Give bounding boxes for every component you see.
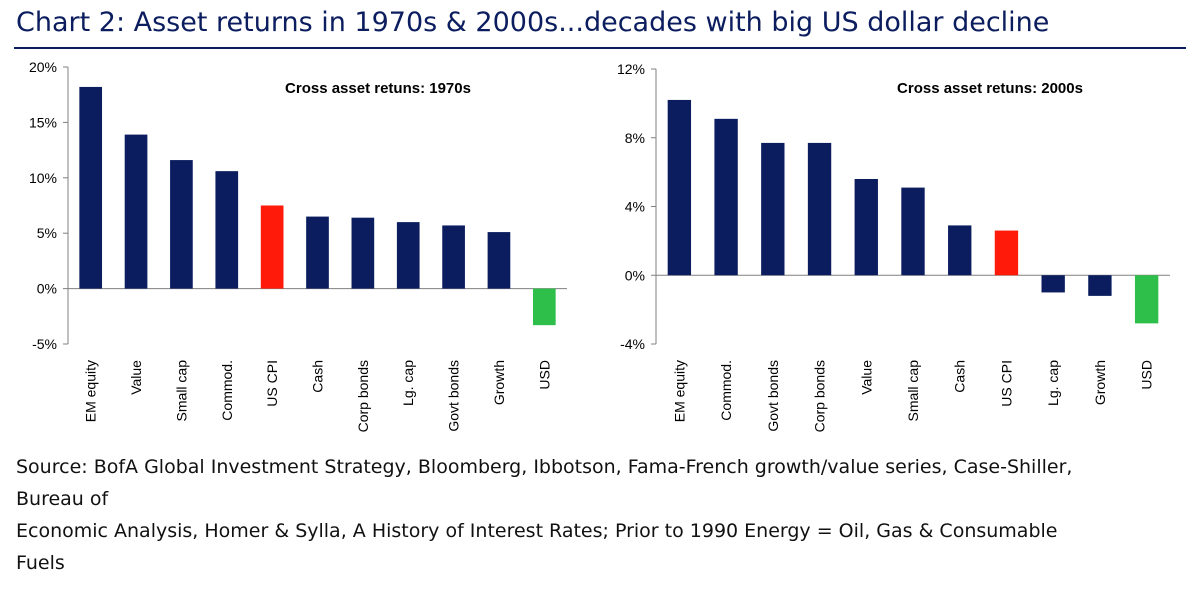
- x-category-label: Cash: [310, 360, 326, 393]
- x-category-label: Value: [128, 360, 144, 395]
- bar-growth: [1088, 275, 1112, 296]
- bar-us-cpi: [994, 230, 1019, 276]
- x-category-label: Lg. cap: [400, 360, 416, 406]
- x-category-label: EM equity: [671, 360, 687, 422]
- y-tick-label: -4%: [620, 336, 645, 352]
- y-tick-label: 20%: [29, 59, 57, 75]
- x-category-label: Corp bonds: [812, 360, 828, 432]
- bar-govt-bonds: [761, 142, 785, 276]
- y-tick-label: -5%: [32, 336, 57, 352]
- page-title: Chart 2: Asset returns in 1970s & 2000s.…: [16, 7, 1050, 38]
- y-tick-label: 0%: [625, 267, 645, 283]
- bar-usd: [1134, 275, 1159, 324]
- chart-title: Cross asset retuns: 1970s: [285, 80, 471, 97]
- x-category-label: USD: [536, 360, 552, 390]
- x-category-label: Corp bonds: [355, 360, 371, 432]
- source-note: Source: BofA Global Investment Strategy,…: [16, 451, 1186, 579]
- bar-em-equity: [667, 99, 692, 276]
- bar-growth: [487, 232, 511, 289]
- bar-value: [854, 179, 878, 276]
- x-category-label: Commod.: [718, 360, 734, 421]
- x-category-label: US CPI: [264, 360, 280, 407]
- bar-corp-bonds: [807, 142, 832, 276]
- chart-1970s: Cross asset retuns: 1970s 20% 15% 10% 5% 0% -5…: [29, 59, 567, 432]
- x-category-label: USD: [1139, 360, 1155, 390]
- y-tick-label: 12%: [617, 61, 645, 77]
- x-category-label: Govt bonds: [765, 360, 781, 432]
- bar-us-cpi: [260, 205, 284, 289]
- bar-cash: [948, 225, 972, 276]
- bar-lg-cap: [396, 222, 420, 289]
- source-line-1: Source: BofA Global Investment Strategy,…: [16, 456, 1073, 478]
- bar-em-equity: [79, 86, 103, 289]
- y-tick-label: 0%: [37, 281, 57, 297]
- x-category-label: Small cap: [173, 360, 189, 422]
- bar-lg-cap: [1041, 275, 1065, 293]
- chart-title: Cross asset retuns: 2000s: [897, 80, 1083, 97]
- bar-commod: [714, 118, 738, 276]
- x-category-label: Value: [858, 360, 874, 395]
- bar-usd: [532, 288, 556, 326]
- y-tick-label: 5%: [37, 225, 57, 241]
- x-category-label: Growth: [1092, 360, 1108, 405]
- x-category-label: Small cap: [905, 360, 921, 422]
- bar-cash: [306, 216, 329, 289]
- bar-commod: [215, 171, 239, 289]
- y-tick-label: 15%: [29, 114, 57, 130]
- x-category-label: Govt bonds: [446, 360, 462, 432]
- x-category-label: Cash: [952, 360, 968, 393]
- x-category-label: EM equity: [83, 360, 99, 422]
- y-tick-label: 8%: [625, 130, 645, 146]
- x-category-label: US CPI: [998, 360, 1014, 407]
- x-category-label: Lg. cap: [1045, 360, 1061, 406]
- y-tick-label: 10%: [29, 170, 57, 186]
- chart-2000s: Cross asset retuns: 2000s 12% 8% 4% 0% -4% EM …: [617, 61, 1170, 432]
- y-tick-label: 4%: [625, 199, 645, 215]
- source-line-2: Bureau of: [16, 488, 109, 510]
- title-divider: [14, 47, 1186, 49]
- bar-value: [124, 134, 148, 289]
- x-category-label: Commod.: [219, 360, 235, 421]
- x-category-label: Growth: [491, 360, 507, 405]
- bar-small-cap: [901, 187, 925, 276]
- bar-corp-bonds: [351, 217, 375, 289]
- bar-small-cap: [170, 160, 193, 289]
- bar-govt-bonds: [442, 225, 465, 289]
- source-line-3: Economic Analysis, Homer & Sylla, A Hist…: [16, 520, 1058, 542]
- source-line-4: Fuels: [16, 552, 65, 574]
